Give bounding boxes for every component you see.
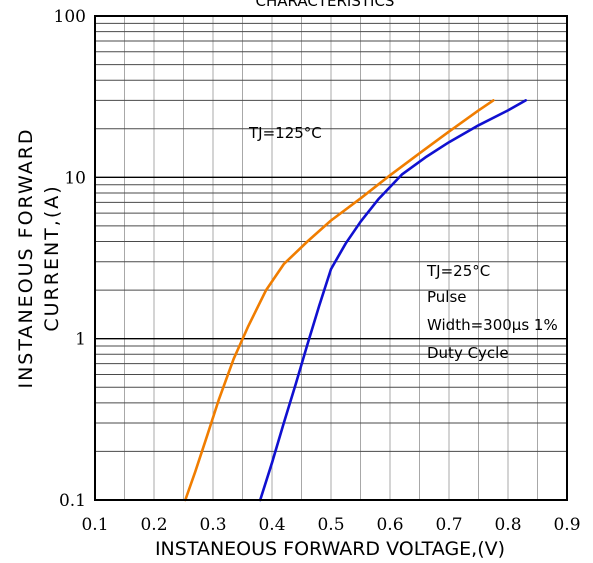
annotation-tj125: TJ=125°C [248,124,322,142]
x-tick-label: 0.3 [199,515,226,535]
series-layer [184,99,528,502]
series-line-2 [258,99,528,502]
tick-labels: 0.1 0.2 0.3 0.4 0.5 0.6 0.7 0.8 0.9 0.1 1 10 100 [54,7,581,535]
y-axis-label-line1: INSTANEOUS FORWARD [15,127,37,388]
x-tick-label: 0.7 [435,515,462,535]
x-tick-label: 0.8 [494,515,521,535]
annotation-tj25: TJ=25°C [426,262,490,280]
y-tick-label: 10 [64,168,86,188]
x-tick-label: 0.1 [81,515,108,535]
x-tick-label: 0.6 [376,515,403,535]
y-tick-label: 1 [75,330,86,350]
y-axis-label-line2: CURRENT,(A) [41,184,63,331]
chart-title: CHARACTERISTICS [256,0,395,10]
x-tick-label: 0.5 [317,515,344,535]
x-axis-label: INSTANEOUS FORWARD VOLTAGE,(V) [155,538,505,560]
annotation-width: Width=300μs 1% [427,316,558,334]
x-tick-label: 0.4 [258,515,285,535]
x-tick-label: 0.2 [140,515,167,535]
annotation-duty: Duty Cycle [427,344,509,362]
annotation-pulse: Pulse [427,288,467,306]
y-tick-label: 0.1 [59,491,86,511]
x-tick-label: 0.9 [553,515,580,535]
series-line-1 [184,99,495,502]
grid [95,16,567,500]
y-tick-label: 100 [54,7,86,27]
plot-frame [94,15,568,501]
